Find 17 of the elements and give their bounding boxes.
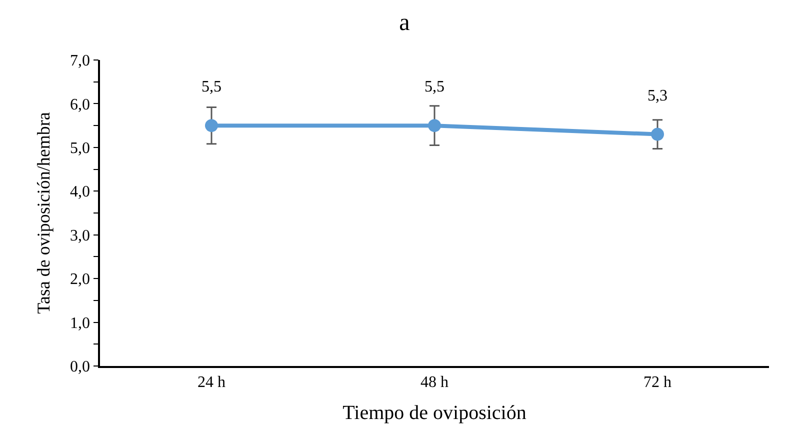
y-tick-label: 0,0 <box>70 358 90 376</box>
x-tick-label: 24 h <box>198 374 226 391</box>
y-tick-label: 3,0 <box>70 227 90 244</box>
x-tick-label: 48 h <box>420 374 448 391</box>
chart-title: a <box>399 10 410 36</box>
x-tick-label: 72 h <box>644 374 672 391</box>
data-label: 5,3 <box>648 87 668 104</box>
y-tick-label: 7,0 <box>70 52 90 70</box>
x-axis-title: Tiempo de oviposición <box>342 402 526 424</box>
data-label: 5,5 <box>202 78 222 96</box>
y-tick-label: 1,0 <box>70 314 90 332</box>
y-axis-title: Tasa de oviposición/hembra <box>34 112 54 314</box>
y-tick-label: 2,0 <box>70 271 90 288</box>
y-tick-label: 6,0 <box>70 96 90 114</box>
data-label: 5,5 <box>424 78 444 96</box>
y-tick-label: 4,0 <box>70 184 90 201</box>
y-tick-label: 5,0 <box>70 140 90 158</box>
